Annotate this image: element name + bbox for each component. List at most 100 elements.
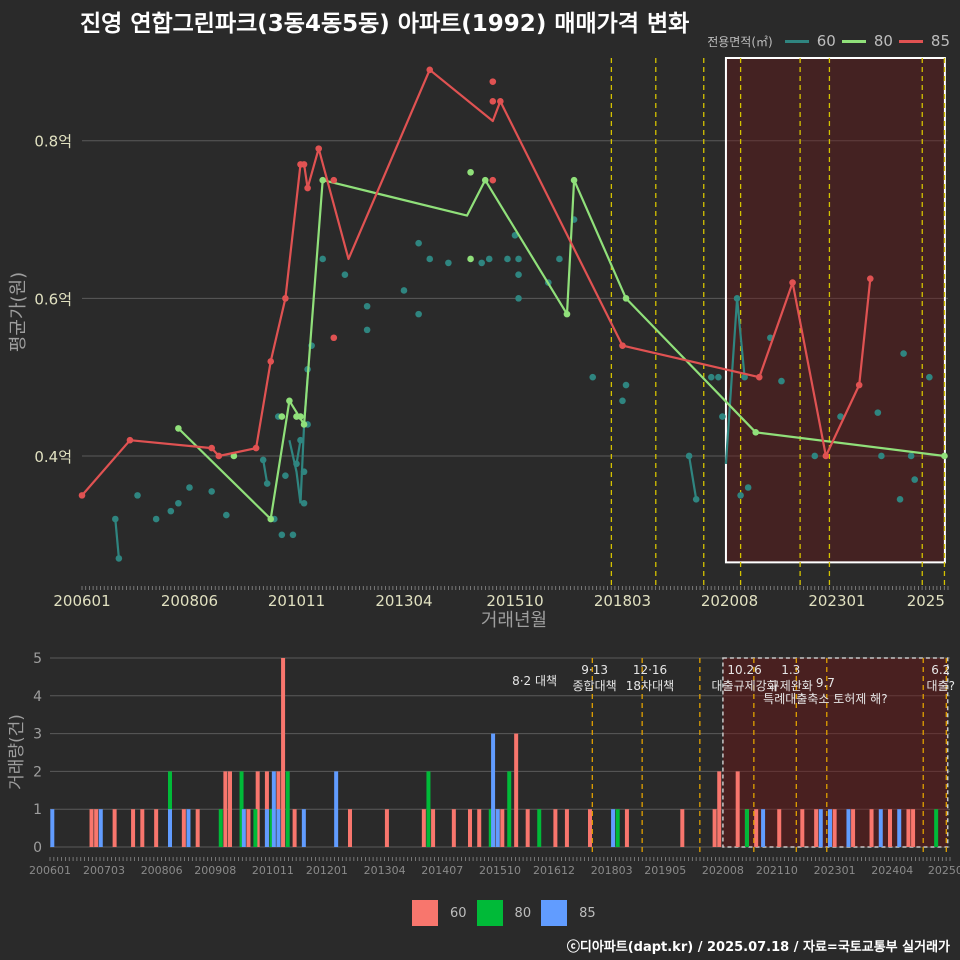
- series-85-point: [489, 98, 497, 105]
- price-highlight-region: [724, 57, 946, 564]
- series-85-point: [489, 78, 497, 85]
- series-85-point: [208, 444, 215, 452]
- policy-annotation-line: 대출규제강화: [711, 679, 777, 693]
- series-60-point: [300, 499, 308, 507]
- volume-bar-85: [897, 809, 902, 847]
- volume-x-tick-label: 201905: [644, 864, 686, 877]
- series-80-point: [941, 452, 948, 460]
- volume-bar-60: [140, 809, 145, 847]
- series-60-point: [926, 373, 933, 381]
- policy-annotation: 6.2 대출?: [927, 663, 955, 693]
- volume-x-tick-label: 201803: [591, 864, 633, 877]
- volume-legend-label-85: 85: [579, 905, 596, 921]
- series-60-point: [874, 409, 882, 416]
- series-85-point: [789, 279, 796, 286]
- series-60-point: [515, 255, 522, 263]
- volume-bar-80: [285, 771, 290, 847]
- series-60-point: [115, 555, 123, 562]
- series-60-point: [556, 255, 563, 263]
- policy-annotation-line: 규제완화: [769, 679, 813, 693]
- volume-bar-60: [246, 809, 251, 847]
- volume-bar-60: [564, 809, 569, 847]
- volume-bar-60: [777, 809, 782, 847]
- series-85-point: [267, 358, 275, 365]
- series-85-point: [497, 98, 504, 105]
- volume-bar-60: [89, 809, 94, 847]
- series-60-point: [263, 480, 271, 487]
- series-85-point: [619, 342, 626, 349]
- volume-bar-60: [451, 809, 456, 847]
- series-60-point: [878, 452, 885, 460]
- credit-text: ⓒ디아파트(dapt.kr) / 2025.07.18 / 자료=국토교통부 실…: [566, 940, 950, 955]
- series-60-point: [445, 259, 452, 267]
- price-x-tick-label: 201011: [268, 592, 325, 610]
- volume-bar-60: [281, 658, 286, 847]
- series-85-point: [489, 176, 497, 184]
- series-60-segment: [295, 440, 302, 465]
- volume-bar-60: [588, 809, 592, 847]
- volume-bar-85: [761, 809, 766, 847]
- series-80-line: [177, 179, 945, 521]
- volume-bar-85: [276, 809, 281, 847]
- volume-y-axis-label: 거래량(건): [7, 714, 27, 790]
- volume-bar-60: [869, 809, 874, 847]
- volume-bar-60: [832, 809, 837, 847]
- volume-bar-85: [334, 771, 339, 847]
- price-x-tick-label: 201803: [594, 592, 651, 610]
- chart-title: 진영 연합그린파크(3동4동5동) 아파트(1992) 매매가격 변화: [80, 11, 690, 37]
- volume-x-tick-label: 202404: [871, 864, 913, 877]
- series-85-point: [215, 452, 223, 460]
- volume-legend-swatch-60: [412, 900, 438, 926]
- price-x-axis-label: 거래년월: [481, 610, 547, 631]
- series-60-point: [685, 452, 693, 460]
- legend-label-80: 80: [873, 32, 893, 50]
- series-60-point: [289, 531, 297, 539]
- policy-annotation-line: 9·13: [581, 663, 608, 677]
- series-60-point: [896, 496, 904, 503]
- volume-y-tick-label: 5: [33, 651, 42, 667]
- volume-legend-item-60: 60: [412, 900, 467, 926]
- series-60-point: [515, 295, 522, 302]
- volume-bar-80: [488, 809, 493, 847]
- series-60-point: [589, 373, 597, 381]
- volume-bar-60: [112, 809, 117, 847]
- price-x-tick-label: 202301: [808, 592, 865, 610]
- series-85-point: [282, 295, 289, 302]
- volume-y-tick-label: 4: [33, 689, 42, 705]
- volume-bar-60: [348, 809, 352, 847]
- volume-x-tick-label: 200601: [29, 864, 71, 877]
- series-60-point: [415, 239, 422, 247]
- series-60-point: [719, 413, 726, 420]
- series-60-point: [134, 492, 141, 499]
- series-60-point: [622, 381, 630, 389]
- volume-bar-85: [611, 809, 616, 847]
- volume-bar-85: [186, 809, 191, 847]
- volume-bar-85: [168, 809, 172, 847]
- series-85-point: [755, 373, 763, 381]
- policy-annotation: 9.7 특례대출축소 토허제 해?: [763, 676, 887, 706]
- series-80-point: [175, 425, 182, 432]
- volume-bar-60: [421, 809, 426, 847]
- series-60-point: [692, 496, 700, 503]
- series-80-point: [467, 168, 474, 176]
- volume-bar-60: [906, 809, 911, 847]
- series-85-point: [252, 444, 260, 452]
- series-60-point: [152, 515, 160, 523]
- volume-bar-60: [514, 733, 519, 847]
- volume-bar-60: [717, 771, 722, 847]
- volume-x-tick-label: 202110: [756, 864, 798, 877]
- series-80-point: [752, 429, 760, 436]
- volume-x-tick-label: 20250: [928, 864, 960, 877]
- policy-annotation-line: 대출?: [927, 679, 955, 693]
- series-60-point: [167, 507, 175, 515]
- series-60-point: [278, 531, 286, 539]
- series-60-point: [186, 484, 193, 491]
- price-axes: 0.4억 0.6억 0.8억 200601 200806 201011 201304 2015…: [34, 133, 949, 610]
- series-60-point: [515, 271, 522, 279]
- volume-x-tick-label: 200806: [141, 864, 183, 877]
- volume-bar-85: [495, 809, 500, 847]
- series-60-point: [619, 397, 626, 405]
- policy-annotation-line: 1.3: [781, 663, 800, 677]
- legend-item-85: 85: [898, 32, 950, 50]
- volume-bar-80: [507, 771, 512, 847]
